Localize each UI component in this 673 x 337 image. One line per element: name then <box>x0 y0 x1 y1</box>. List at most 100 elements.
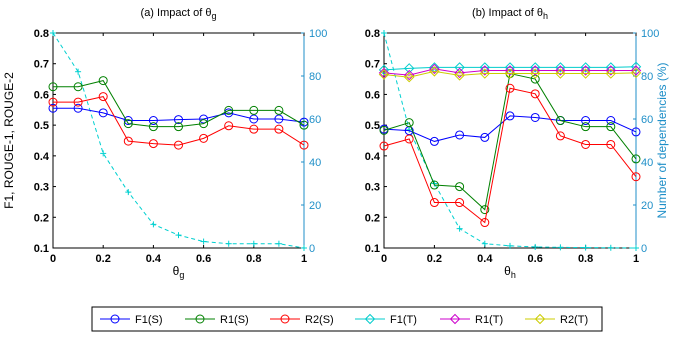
y-right-axis-label: Number of dependencies (%) <box>655 62 669 218</box>
dependencies-point <box>507 242 513 249</box>
dependencies-point <box>250 240 257 247</box>
x-tick-label: 0.6 <box>196 253 211 265</box>
y-right-tick-label: 40 <box>309 157 321 169</box>
chart-title: (b) Impact of θh <box>472 7 548 21</box>
y-right-tick-label: 20 <box>309 200 321 212</box>
data-point <box>48 97 58 107</box>
data-point <box>631 127 641 137</box>
x-tick-label: 0.8 <box>246 253 261 265</box>
dependencies-point <box>75 68 82 75</box>
x-tick-label: 1 <box>301 253 307 265</box>
legend-entry: R2(S) <box>270 314 334 326</box>
data-point <box>454 70 465 81</box>
data-point <box>555 65 566 76</box>
data-point <box>479 68 491 79</box>
series-dependencies <box>381 30 639 251</box>
x-tick-label: 0.4 <box>146 253 162 265</box>
dependencies-point <box>301 245 307 251</box>
x-tick-label: 0.2 <box>96 253 111 265</box>
data-point <box>224 105 234 115</box>
y-tick-label: 0.8 <box>34 28 49 40</box>
data-point <box>98 76 108 86</box>
data-point <box>299 120 309 130</box>
data-point <box>630 61 642 72</box>
series-line <box>383 66 637 71</box>
data-point <box>123 136 133 146</box>
data-point <box>606 116 616 126</box>
y-tick-label: 0.5 <box>365 120 380 132</box>
dependencies-point <box>481 240 488 247</box>
data-point <box>581 139 591 149</box>
data-point <box>555 116 565 126</box>
data-point <box>199 114 209 124</box>
dependencies-point <box>125 189 132 196</box>
y-tick-label: 0.6 <box>34 89 49 101</box>
data-point <box>73 103 83 113</box>
dependencies-point <box>225 240 232 247</box>
data-point <box>555 62 566 73</box>
y-right-tick-label: 100 <box>309 28 327 40</box>
data-point <box>429 136 439 146</box>
chart-title-text: (a) Impact of <box>141 7 206 19</box>
legend-entry: F1(S) <box>100 314 163 326</box>
data-point <box>555 68 566 79</box>
y-tick-label: 0.3 <box>365 182 380 194</box>
data-point <box>274 114 284 124</box>
data-point <box>455 182 465 192</box>
series-r1t <box>378 63 642 81</box>
x-tick-label: 0.2 <box>427 253 442 265</box>
data-point <box>174 122 183 132</box>
series-line <box>383 115 637 142</box>
data-point <box>403 69 415 81</box>
y-tick-label: 0.7 <box>365 59 380 71</box>
data-point <box>404 134 414 144</box>
chart-title-symbol: θ <box>205 7 211 19</box>
chart-title: (a) Impact of θg <box>141 7 217 21</box>
chart-panel-a: (a) Impact of θg0 0.2 0.4 0.6 0.8 1θg0.10.20.… <box>2 7 327 280</box>
dependencies-point <box>532 243 539 250</box>
dependencies-point <box>557 244 564 251</box>
series-r1s <box>379 69 641 215</box>
y-tick-label: 0.2 <box>34 212 49 224</box>
data-point <box>429 66 440 77</box>
y-right-tick-label: 60 <box>309 114 321 126</box>
y-tick-label: 0.7 <box>34 59 49 71</box>
data-point <box>249 105 259 115</box>
data-point <box>429 63 440 75</box>
data-point <box>98 92 108 102</box>
data-point <box>581 122 591 132</box>
legend-label: R2(S) <box>305 314 334 326</box>
dependencies-point <box>607 244 614 251</box>
series-f1s <box>379 111 641 146</box>
data-point <box>73 82 83 92</box>
dependencies-point <box>175 232 182 239</box>
data-point <box>199 119 209 129</box>
data-point <box>580 68 591 79</box>
series-r2s <box>379 83 641 228</box>
data-point <box>98 108 108 118</box>
data-point <box>606 122 616 132</box>
data-point <box>148 139 158 149</box>
x-axis-label: θg <box>173 264 185 280</box>
y-tick-label: 0.4 <box>34 151 50 163</box>
data-point <box>529 62 541 73</box>
chart-title-text: (b) Impact of <box>472 7 537 19</box>
legend-entry: R2(T) <box>525 313 588 326</box>
legend-entry: R1(S) <box>185 314 249 326</box>
legend-label: R2(T) <box>560 314 588 326</box>
data-point <box>480 205 490 215</box>
y-axis-label: F1, ROUGE-1, ROUGE-2 <box>2 72 16 209</box>
data-point <box>429 180 439 190</box>
data-point <box>581 116 591 126</box>
data-point <box>580 65 591 76</box>
data-point <box>605 65 617 76</box>
data-point <box>404 118 414 128</box>
y-right-tick-label: 80 <box>309 71 321 83</box>
data-point <box>378 64 390 76</box>
chart-title-subscript: h <box>543 11 548 21</box>
x-axis-label-subscript: g <box>179 270 184 280</box>
data-point <box>504 62 516 73</box>
data-point <box>530 112 540 122</box>
legend-label: F1(T) <box>390 314 417 326</box>
